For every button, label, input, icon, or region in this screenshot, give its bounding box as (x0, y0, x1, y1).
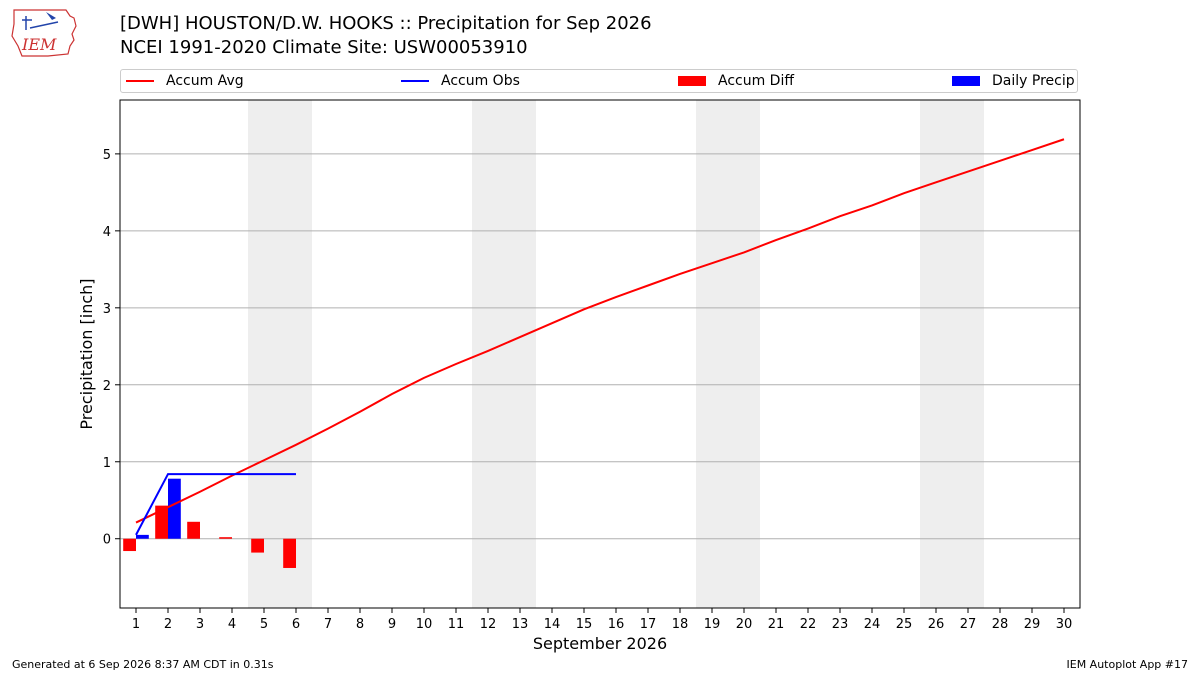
accum-obs-line (135, 473, 296, 536)
legend-swatch-accum-diff (678, 76, 706, 86)
legend-item-accum-obs: Accum Obs (401, 73, 520, 89)
accum-diff-bar-1 (123, 538, 136, 552)
accum-diff-bar-6 (283, 538, 296, 568)
x-tick-label: 30 (1056, 617, 1073, 632)
page-subtitle: NCEI 1991-2020 Climate Site: USW00053910 (120, 37, 528, 58)
x-tick-label: 24 (864, 617, 881, 632)
x-tick-label: 5 (260, 617, 268, 632)
y-axis-ticks: 0 1 2 3 4 5 (103, 148, 120, 548)
daily-precip-bar-1 (136, 534, 149, 539)
x-tick-label: 9 (388, 617, 396, 632)
footer-generated: Generated at 6 Sep 2026 8:37 AM CDT in 0… (12, 658, 274, 671)
daily-precip-bar-2 (168, 478, 181, 539)
x-tick-label: 7 (324, 617, 332, 632)
x-tick-label: 2 (164, 617, 172, 632)
line-marks (135, 138, 1065, 536)
x-tick-label: 21 (768, 617, 785, 632)
legend-swatch-accum-obs (401, 80, 429, 82)
y-tick-label: 1 (103, 456, 111, 471)
weekend-bands (248, 100, 984, 608)
x-tick-label: 1 (132, 617, 140, 632)
weekend-band-2 (696, 100, 760, 608)
accum-avg-line (135, 138, 1065, 524)
bar-marks (123, 478, 296, 568)
x-tick-label: 8 (356, 617, 364, 632)
legend-label-daily-precip: Daily Precip (992, 73, 1075, 89)
x-axis-label: September 2026 (533, 634, 667, 653)
x-tick-label: 20 (736, 617, 753, 632)
x-tick-label: 12 (480, 617, 497, 632)
accum-diff-bar-4 (219, 537, 232, 539)
x-tick-label: 19 (704, 617, 721, 632)
x-tick-label: 18 (672, 617, 689, 632)
y-tick-label: 5 (103, 148, 111, 163)
y-tick-label: 2 (103, 379, 111, 394)
y-tick-label: 3 (103, 302, 111, 317)
x-tick-label: 25 (896, 617, 913, 632)
x-tick-label: 6 (292, 617, 300, 632)
chart-legend: Accum Avg Accum Obs Accum Diff Daily Pre… (120, 69, 1078, 93)
legend-item-accum-avg: Accum Avg (126, 73, 244, 89)
x-tick-label: 16 (608, 617, 625, 632)
x-tick-label: 17 (640, 617, 657, 632)
page-title: [DWH] HOUSTON/D.W. HOOKS :: Precipitatio… (120, 13, 652, 34)
y-axis-label: Precipitation [inch] (77, 278, 96, 429)
x-tick-label: 10 (416, 617, 433, 632)
weekend-band-0 (248, 100, 312, 608)
plot-frame (119, 99, 1081, 609)
iem-logo: IEM (11, 9, 77, 57)
accum-diff-bar-2 (155, 505, 168, 539)
legend-label-accum-avg: Accum Avg (166, 73, 244, 89)
legend-label-accum-diff: Accum Diff (718, 73, 795, 89)
x-tick-label: 3 (196, 617, 204, 632)
accum-diff-bar-5 (251, 538, 264, 553)
x-tick-label: 22 (800, 617, 817, 632)
x-tick-label: 14 (544, 617, 561, 632)
x-tick-label: 27 (960, 617, 977, 632)
legend-swatch-daily-precip (952, 76, 980, 86)
x-tick-label: 29 (1024, 617, 1041, 632)
legend-item-daily-precip: Daily Precip (952, 73, 1075, 89)
x-tick-label: 13 (512, 617, 529, 632)
legend-swatch-accum-avg (126, 80, 154, 82)
y-tick-label: 0 (103, 533, 111, 548)
x-tick-label: 26 (928, 617, 945, 632)
y-tick-label: 4 (103, 225, 111, 240)
x-tick-label: 23 (832, 617, 849, 632)
x-axis-ticks: 1 2 3 4 5 6 7 8 9 10 11 12 13 14 15 16 17 18 19 20 21 22 23 24 2… (132, 608, 1072, 632)
footer-app: IEM Autoplot App #17 (1066, 658, 1189, 671)
grid-lines (120, 153, 1080, 540)
x-tick-label: 28 (992, 617, 1009, 632)
x-tick-label: 15 (576, 617, 593, 632)
logo-text: IEM (21, 35, 57, 54)
legend-label-accum-obs: Accum Obs (441, 73, 520, 89)
accum-diff-bar-3 (187, 521, 200, 539)
legend-item-accum-diff: Accum Diff (678, 73, 794, 89)
x-tick-label: 4 (228, 617, 236, 632)
x-tick-label: 11 (448, 617, 465, 632)
